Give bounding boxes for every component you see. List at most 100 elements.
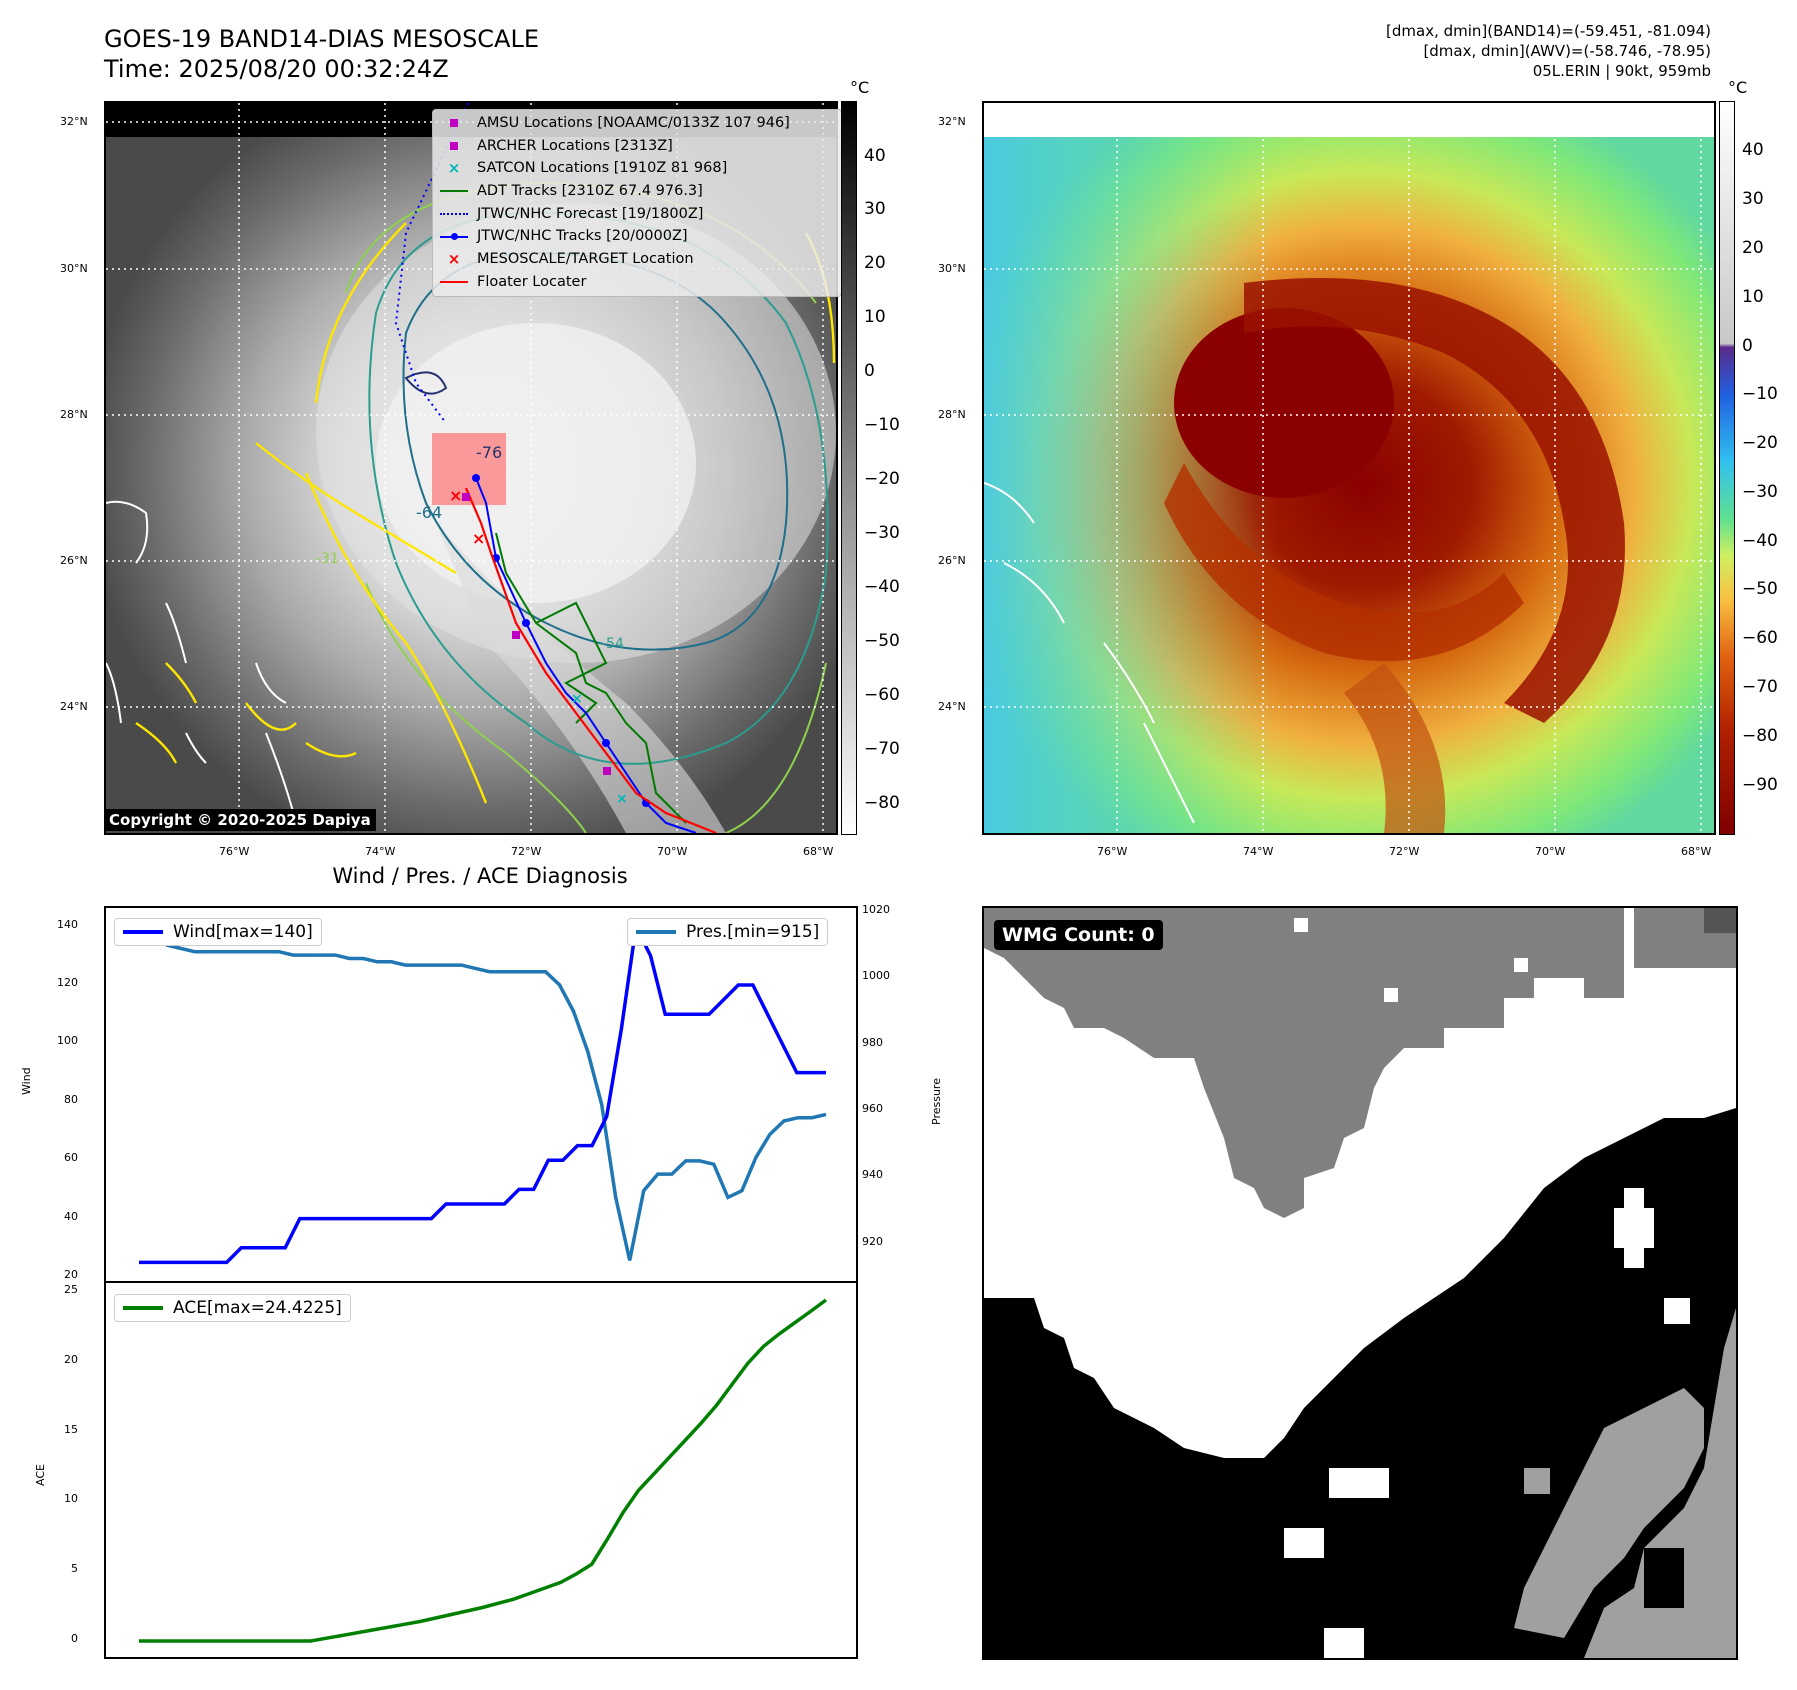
legend-label: JTWC/NHC Tracks [20/0000Z] [477,228,688,245]
colorbar-unit: °C [850,78,870,97]
colorbar-tick: 30 [864,199,886,219]
lat-label: 28°N [938,408,966,421]
wind-tick-label: 100 [57,1034,78,1048]
pressure-tick-label: 960 [862,1102,883,1116]
legend-item: ADT Tracks [2310Z 67.4 976.3] [439,180,835,203]
legend-item: JTWC/NHC Tracks [20/0000Z] [439,225,835,248]
colorbar-tick: 10 [1742,287,1764,307]
legend-item: ARCHER Locations [2313Z] [439,135,835,158]
colorbar-tick: −30 [864,523,900,543]
svg-text:×: × [616,791,628,807]
lon-label: 70°W [657,845,688,858]
pressure-tick-label: 980 [862,1035,883,1049]
lat-label: 30°N [938,262,966,275]
lon-label: 70°W [1535,845,1566,858]
legend-item: × MESOSCALE/TARGET Location [439,248,835,271]
colorbar-tick: −40 [864,577,900,597]
lon-label: 68°W [803,845,834,858]
legend-label: JTWC/NHC Forecast [19/1800Z] [477,205,704,222]
colorbar-tick: −70 [1742,677,1778,697]
lon-label: 68°W [1681,845,1712,858]
ace-tick-label: 20 [64,1352,78,1366]
svg-text:×: × [449,486,462,505]
awv-map-panel [982,101,1716,835]
awv-map-image [984,103,1714,833]
pressure-legend-swatch [636,930,676,934]
wmg-count-badge: WMG Count: 0 [994,920,1163,950]
colorbar-tick: −70 [864,739,900,759]
pressure-tick-label: 940 [862,1168,883,1182]
colorbar-tick: −10 [864,415,900,435]
colorbar-tick: −10 [1742,384,1778,404]
lat-label: 26°N [938,554,966,567]
pressure-legend-label: Pres.[min=915] [686,922,820,942]
wind-series-line [139,920,826,1265]
info-awv-range: [dmax, dmin](AWV)=(-58.746, -78.95) [1423,42,1711,60]
ace-axis-label: ACE [34,1464,47,1486]
lat-label: 32°N [60,115,88,128]
pressure-axis-label: Pressure [930,1078,943,1125]
lat-label: 28°N [60,408,88,421]
colorbar-tick: −80 [1742,726,1778,746]
ace-tick-label: 0 [71,1632,78,1646]
colorbar-tick: −50 [1742,579,1778,599]
colorbar-tick: −30 [1742,482,1778,502]
contour-label: -76 [476,443,502,462]
legend-marker [439,281,469,284]
ace-legend-label: ACE[max=24.4225] [173,1298,342,1318]
legend-label: SATCON Locations [1910Z 81 968] [477,160,728,177]
ace-tick-label: 15 [64,1422,78,1436]
colorbar-tick: −20 [1742,433,1778,453]
ace-panel [104,1281,858,1659]
figure-time: Time: 2025/08/20 00:32:24Z [104,55,449,83]
legend-label: MESOSCALE/TARGET Location [477,251,694,268]
ace-series-line [139,1298,828,1643]
ace-tick-label: 5 [71,1562,78,1576]
lon-label: 72°W [1389,845,1420,858]
legend-item: AMSU Locations [NOAAMC/0133Z 107 946] [439,112,835,135]
colorbar-grayscale [841,101,857,835]
pressure-tick-label: 920 [862,1234,883,1248]
ace-legend-swatch [123,1306,163,1310]
wind-tick-label: 120 [57,976,78,989]
lon-label: 74°W [1243,845,1274,858]
wind-tick-label: 140 [57,917,78,931]
pressure-series-line [139,930,827,1261]
lat-label: 24°N [938,700,966,713]
colorbar-awv [1719,101,1735,835]
ace-legend: ACE[max=24.4225] [114,1294,351,1322]
info-storm-summary: 05L.ERIN | 90kt, 959mb [1532,62,1711,80]
legend-label: AMSU Locations [NOAAMC/0133Z 107 946] [477,115,790,131]
legend-marker [439,213,469,216]
lon-label: 72°W [511,845,542,858]
legend-marker [439,119,469,128]
diagnosis-title: Wind / Pres. / ACE Diagnosis [332,864,628,888]
figure-title: GOES-19 BAND14-DIAS MESOSCALE [104,25,540,53]
colorbar-tick: −20 [864,469,900,489]
wind-tick-label: 60 [64,1151,78,1165]
svg-text:×: × [571,691,583,707]
wind-legend-swatch [123,930,163,934]
legend-marker: × [447,159,461,178]
pressure-tick-label: 1020 [862,903,890,916]
colorbar-tick: 0 [864,361,875,381]
colorbar-tick: 20 [864,253,886,273]
colorbar-tick: −50 [864,631,900,651]
wind-axis-label: Wind [20,1067,33,1095]
wmg-panel [982,906,1738,1660]
wind-pressure-plot [139,920,827,1265]
colorbar-tick: −60 [1742,628,1778,648]
pressure-legend: Pres.[min=915] [627,918,829,946]
legend-marker [439,190,469,193]
wind-tick-label: 20 [64,1268,78,1281]
lat-label: 32°N [938,115,966,128]
colorbar-tick: 40 [1742,140,1764,160]
copyright-label: Copyright © 2020-2025 Dapiya [104,809,376,831]
legend-item: JTWC/NHC Forecast [19/1800Z] [439,203,835,226]
colorbar-tick: 40 [864,146,886,166]
map-legend: AMSU Locations [NOAAMC/0133Z 107 946] ARC… [432,109,842,297]
lat-label: 30°N [60,262,88,275]
lon-label: 76°W [1097,845,1128,858]
legend-item: Floater Locater [439,271,835,294]
wind-legend-label: Wind[max=140] [173,922,313,942]
